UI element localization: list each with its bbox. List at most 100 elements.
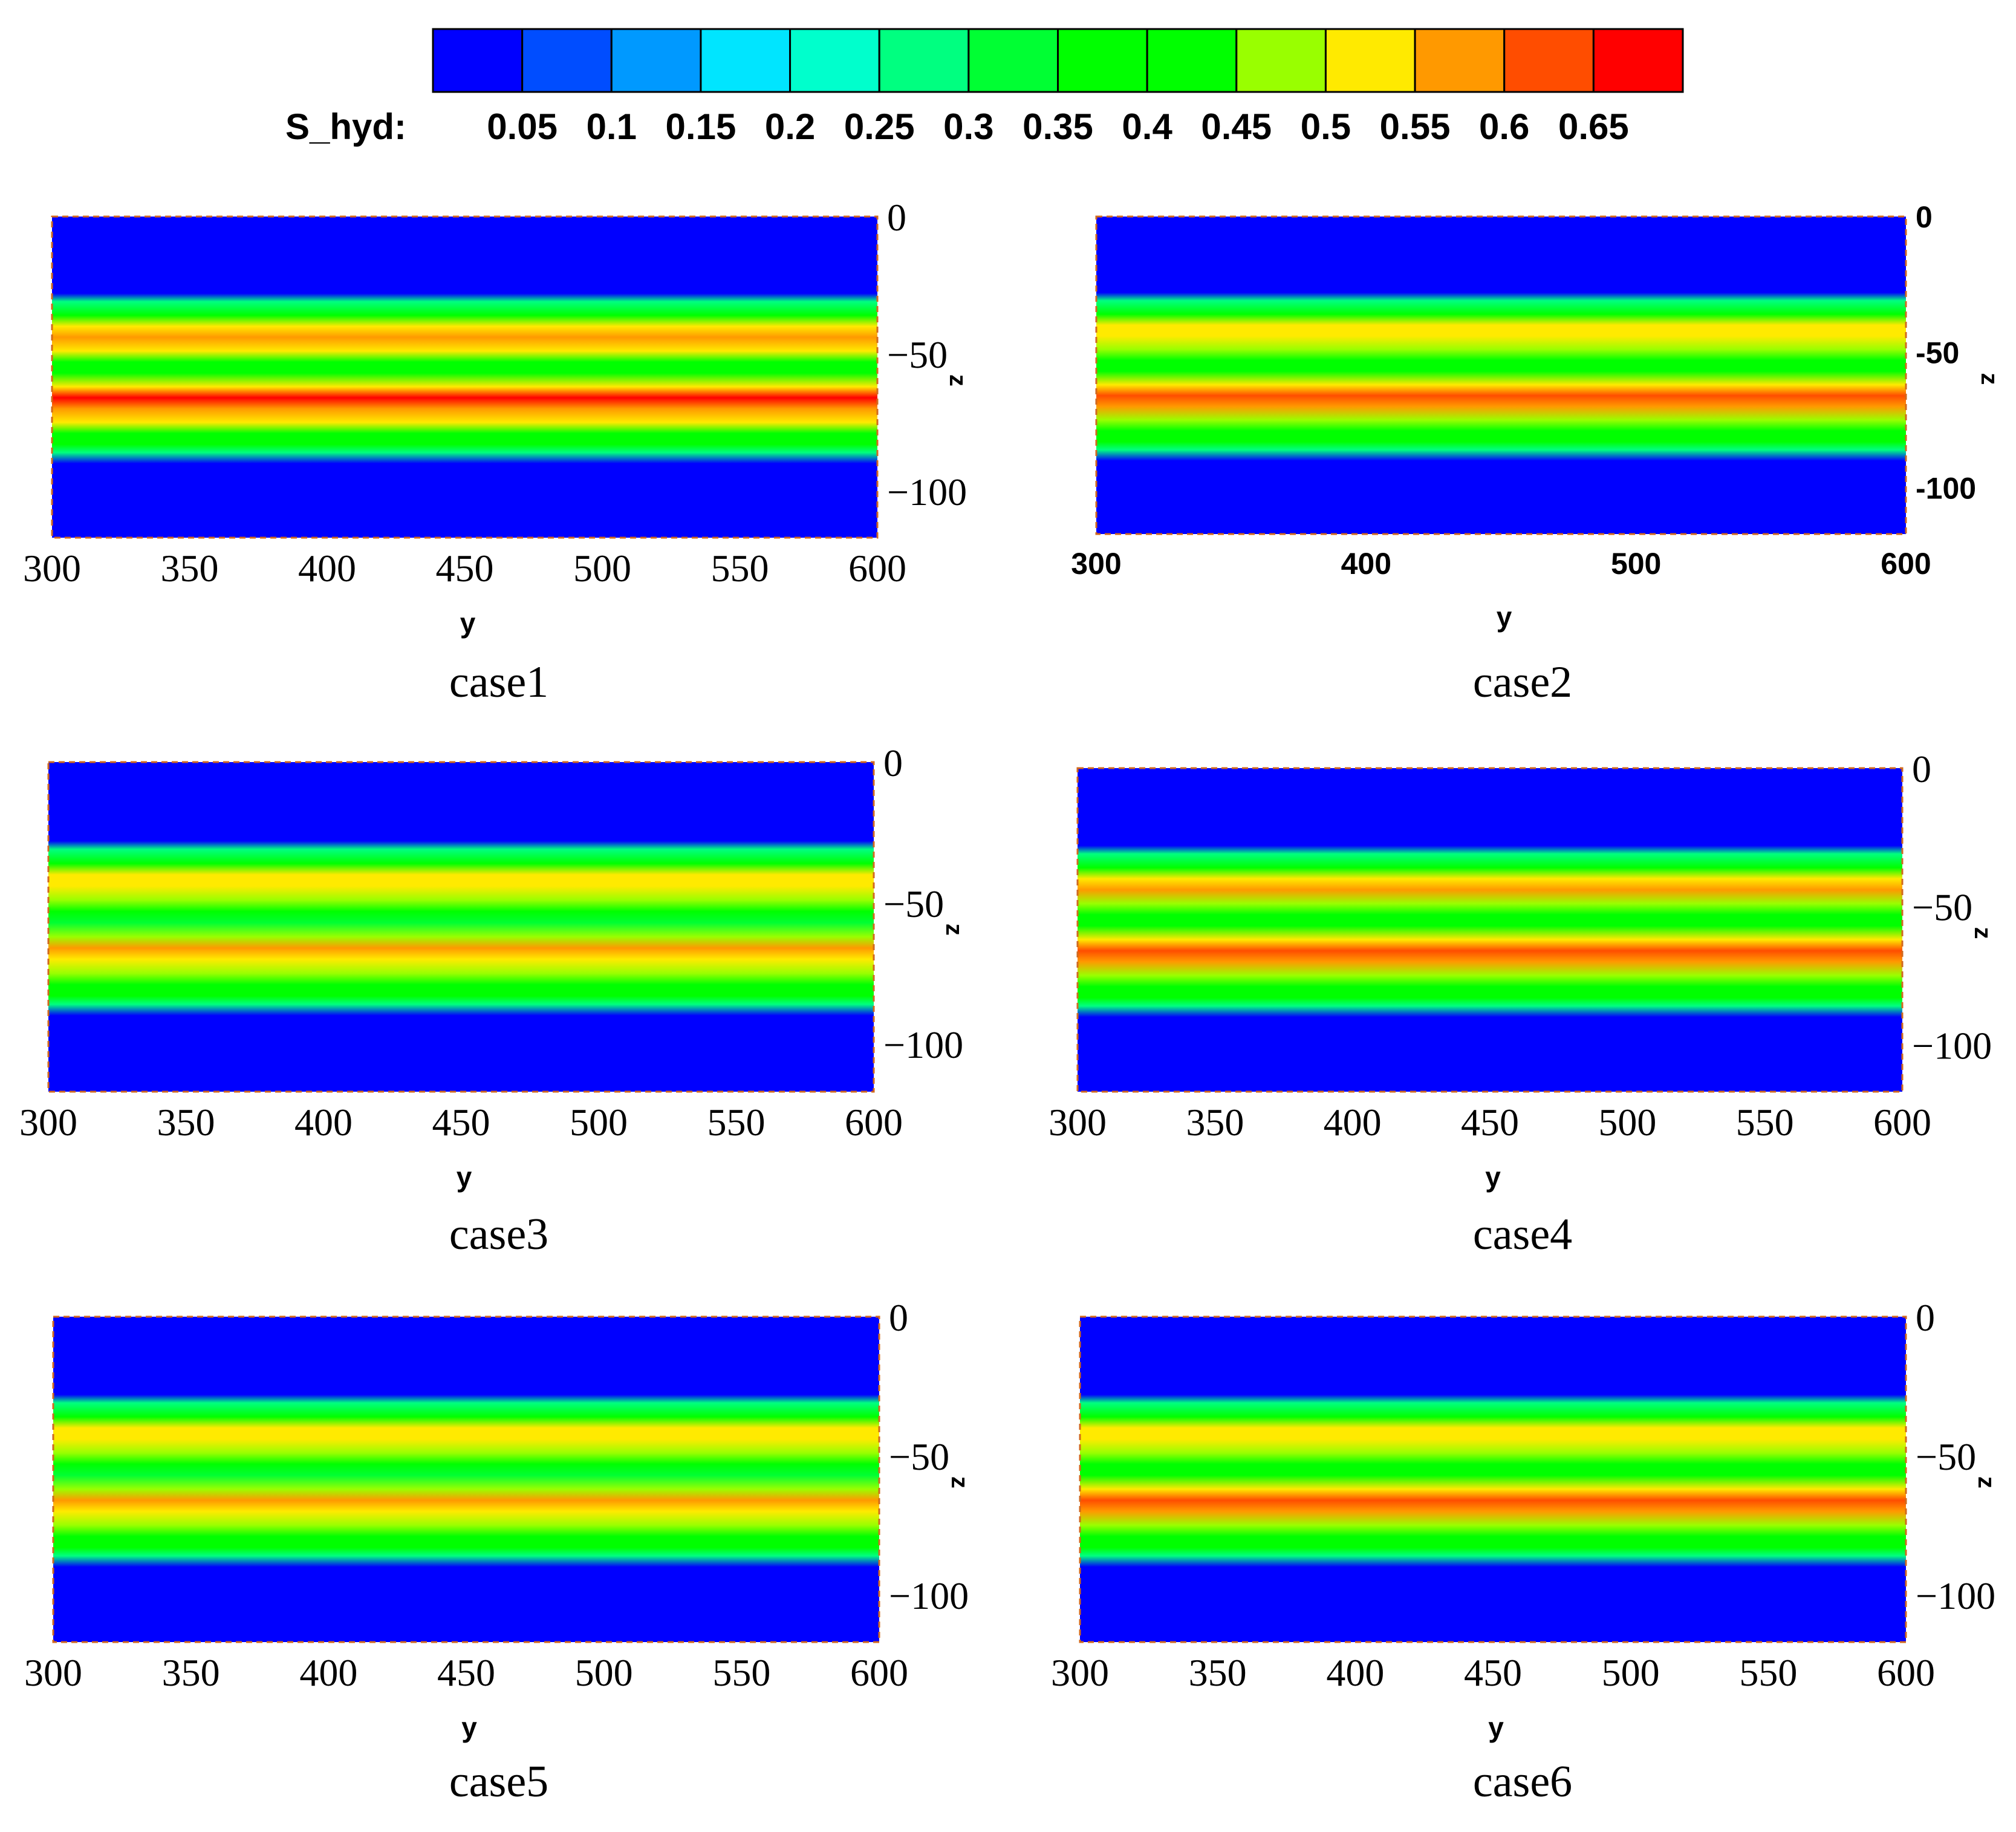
x-tick-label: 350	[1186, 1101, 1244, 1144]
z-tick-label: -100	[1916, 472, 1976, 506]
z-tick-label: 0	[1916, 1296, 1935, 1339]
x-tick-label: 550	[711, 547, 769, 590]
x-tick-label: 300	[23, 547, 81, 590]
x-tick-label: 300	[1051, 1651, 1109, 1694]
x-tick-label: 350	[157, 1101, 215, 1144]
legend-swatch	[610, 28, 702, 93]
x-tick-label: 300	[1071, 547, 1121, 581]
z-axis-label: z	[945, 374, 971, 386]
x-axis-label: y	[1485, 1161, 1501, 1193]
x-tick-label: 600	[845, 1101, 903, 1144]
x-tick-label: 450	[1461, 1101, 1519, 1144]
x-tick-label: 600	[1881, 547, 1931, 581]
x-tick-label: 400	[1324, 1101, 1382, 1144]
legend-tick-label: 0.45	[1201, 106, 1272, 147]
x-tick-label: 550	[1739, 1651, 1797, 1694]
legend-tick-label: 0.1	[587, 106, 637, 147]
panel-border	[51, 215, 879, 539]
panel-caption: case1	[449, 657, 548, 707]
z-axis-label: z	[941, 924, 967, 936]
x-tick-label: 550	[1736, 1101, 1794, 1144]
x-tick-label: 450	[432, 1101, 490, 1144]
x-tick-label: 600	[848, 547, 906, 590]
x-tick-label: 350	[1189, 1651, 1247, 1694]
z-axis-label: z	[1976, 373, 2003, 385]
legend-swatch	[1414, 28, 1506, 93]
x-tick-label: 600	[1873, 1101, 1931, 1144]
x-tick-label: 400	[1341, 547, 1391, 581]
panel-case5: 300 350 400 450 500 550 600 y 0 −50 −100 z case5	[24, 1296, 973, 1807]
panel-case2: 300 400 500 600 y 0 -50 -100 z case2	[1071, 200, 2003, 707]
legend-swatch	[789, 28, 880, 93]
contour-field	[1080, 1317, 1906, 1642]
z-tick-label: −50	[889, 1435, 949, 1478]
z-tick-label: −50	[1912, 886, 1972, 929]
z-tick-label: −50	[1916, 1435, 1976, 1478]
z-tick-label: 0	[889, 1296, 908, 1339]
legend-swatch	[1235, 28, 1327, 93]
x-tick-label: 500	[575, 1651, 633, 1694]
legend-swatch	[967, 28, 1059, 93]
x-tick-label: 550	[712, 1651, 770, 1694]
x-tick-label: 300	[24, 1651, 82, 1694]
panel-border	[1076, 767, 1904, 1093]
legend-tick-label: 0.2	[765, 106, 815, 147]
legend-swatch	[700, 28, 792, 93]
z-tick-label: 0	[887, 196, 906, 239]
x-tick-label: 500	[1611, 547, 1661, 581]
legend-tick-label: 0.3	[943, 106, 993, 147]
x-axis-label: y	[460, 607, 476, 639]
legend-label: S_hyd:	[285, 106, 406, 147]
panel-case1: 300 350 400 450 500 550 600 y 0 −50 −100 z case1	[23, 196, 971, 707]
legend-swatch	[1503, 28, 1595, 93]
panel-case3: 300 350 400 450 500 550 600 y 0 −50 −100 z case3	[19, 742, 967, 1259]
z-tick-label: −50	[883, 882, 944, 925]
x-tick-label: 400	[298, 547, 356, 590]
panel-caption: case5	[449, 1757, 548, 1807]
legend-swatch	[878, 28, 970, 93]
contour-field	[1096, 217, 1906, 534]
x-tick-label: 550	[707, 1101, 766, 1144]
panel-border	[47, 761, 875, 1093]
legend-swatch	[1324, 28, 1416, 93]
legend-swatch	[432, 28, 524, 93]
z-axis-label: z	[1973, 1476, 2000, 1488]
z-tick-label: −100	[887, 471, 967, 513]
panel-border	[52, 1315, 880, 1643]
x-tick-label: 450	[1464, 1651, 1522, 1694]
x-tick-label: 500	[570, 1101, 628, 1144]
x-tick-label: 500	[573, 547, 631, 590]
legend-swatch	[1146, 28, 1238, 93]
x-tick-label: 350	[161, 547, 219, 590]
legend-swatch	[1057, 28, 1148, 93]
x-tick-label: 400	[1326, 1651, 1384, 1694]
legend-tick-label: 0.55	[1380, 106, 1451, 147]
legend-tick-label: 0.4	[1122, 106, 1172, 147]
contour-field	[48, 762, 874, 1092]
x-tick-label: 450	[436, 547, 494, 590]
contour-panels: 300 350 400 450 500 550 600 y 0 −50 −100 z case1 300 4…	[19, 196, 2003, 1807]
legend-tick-label: 0.25	[844, 106, 915, 147]
contour-field	[1078, 768, 1902, 1092]
panel-caption: case6	[1473, 1757, 1572, 1807]
legend-swatch	[1592, 28, 1684, 93]
x-tick-label: 450	[437, 1651, 495, 1694]
panel-caption: case3	[449, 1210, 548, 1259]
x-axis-label: y	[1488, 1712, 1504, 1743]
legend-tick-label: 0.15	[666, 106, 736, 147]
panel-caption: case4	[1473, 1210, 1572, 1259]
z-axis-label: z	[946, 1476, 973, 1488]
x-axis-label: y	[1497, 601, 1512, 633]
x-tick-label: 500	[1598, 1101, 1656, 1144]
legend-tick-label: 0.6	[1479, 106, 1529, 147]
x-axis-label: y	[461, 1712, 477, 1743]
z-tick-label: -50	[1916, 336, 1959, 370]
z-tick-label: 0	[883, 742, 903, 784]
z-tick-label: −50	[887, 333, 948, 376]
z-axis-label: z	[1969, 927, 1996, 939]
contour-field	[52, 217, 877, 538]
x-tick-label: 300	[19, 1101, 77, 1144]
legend-tick-label: 0.65	[1558, 106, 1629, 147]
legend-tick-label: 0.5	[1301, 106, 1351, 147]
